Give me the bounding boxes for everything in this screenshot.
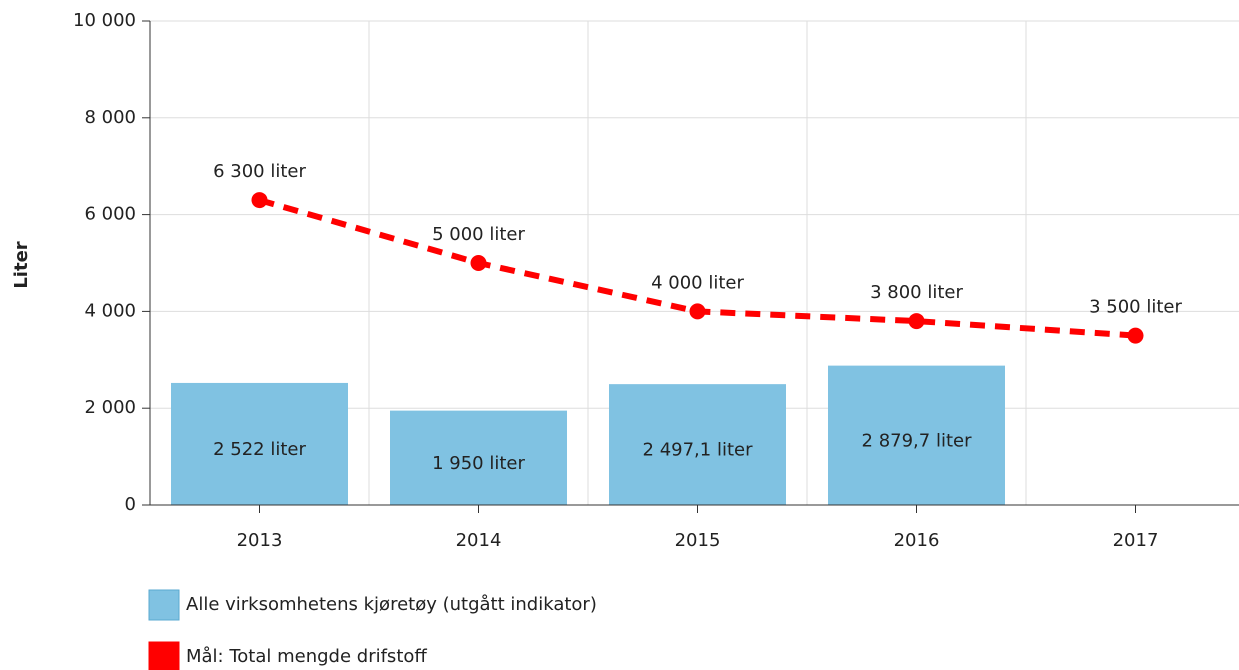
- bar: [390, 410, 567, 505]
- bar-value-label: 2 522 liter: [213, 439, 306, 460]
- bar-value-label: 1 950 liter: [432, 453, 525, 474]
- line-marker: [470, 255, 487, 271]
- bar-value-label: 2 497,1 liter: [643, 440, 754, 461]
- x-tick-label: 2017: [1113, 530, 1159, 551]
- y-tick-label: 0: [125, 494, 136, 515]
- line-marker: [908, 313, 925, 330]
- line-value-label: 5 000 liter: [432, 224, 525, 245]
- bar: [828, 365, 1005, 505]
- y-tick-label: 4 000: [84, 300, 136, 321]
- line-value-label: 3 500 liter: [1089, 297, 1182, 318]
- line-marker: [251, 192, 268, 209]
- line-value-label: 6 300 liter: [213, 161, 306, 182]
- y-tick-label: 6 000: [84, 204, 136, 225]
- line-marker: [1127, 327, 1144, 344]
- x-tick-label: 2014: [456, 530, 502, 551]
- legend-label: Mål: Total mengde drifstoff: [186, 646, 427, 667]
- x-tick-label: 2016: [894, 530, 940, 551]
- y-tick-label: 10 000: [73, 10, 136, 31]
- y-tick-label: 2 000: [84, 397, 136, 418]
- y-axis-label: Liter: [11, 241, 32, 288]
- bar-value-label: 2 879,7 liter: [862, 430, 973, 451]
- x-tick-label: 2013: [237, 530, 283, 551]
- legend-swatch: [148, 589, 180, 621]
- y-tick-label: 8 000: [84, 107, 136, 128]
- x-tick-label: 2015: [675, 530, 721, 551]
- line-value-label: 4 000 liter: [651, 272, 744, 293]
- line-marker: [689, 303, 706, 320]
- legend-swatch: [148, 641, 180, 670]
- line-value-label: 3 800 liter: [870, 282, 963, 303]
- bar: [171, 382, 348, 505]
- legend-label: Alle virksomhetens kjøretøy (utgått indi…: [186, 594, 597, 615]
- bar: [609, 384, 786, 505]
